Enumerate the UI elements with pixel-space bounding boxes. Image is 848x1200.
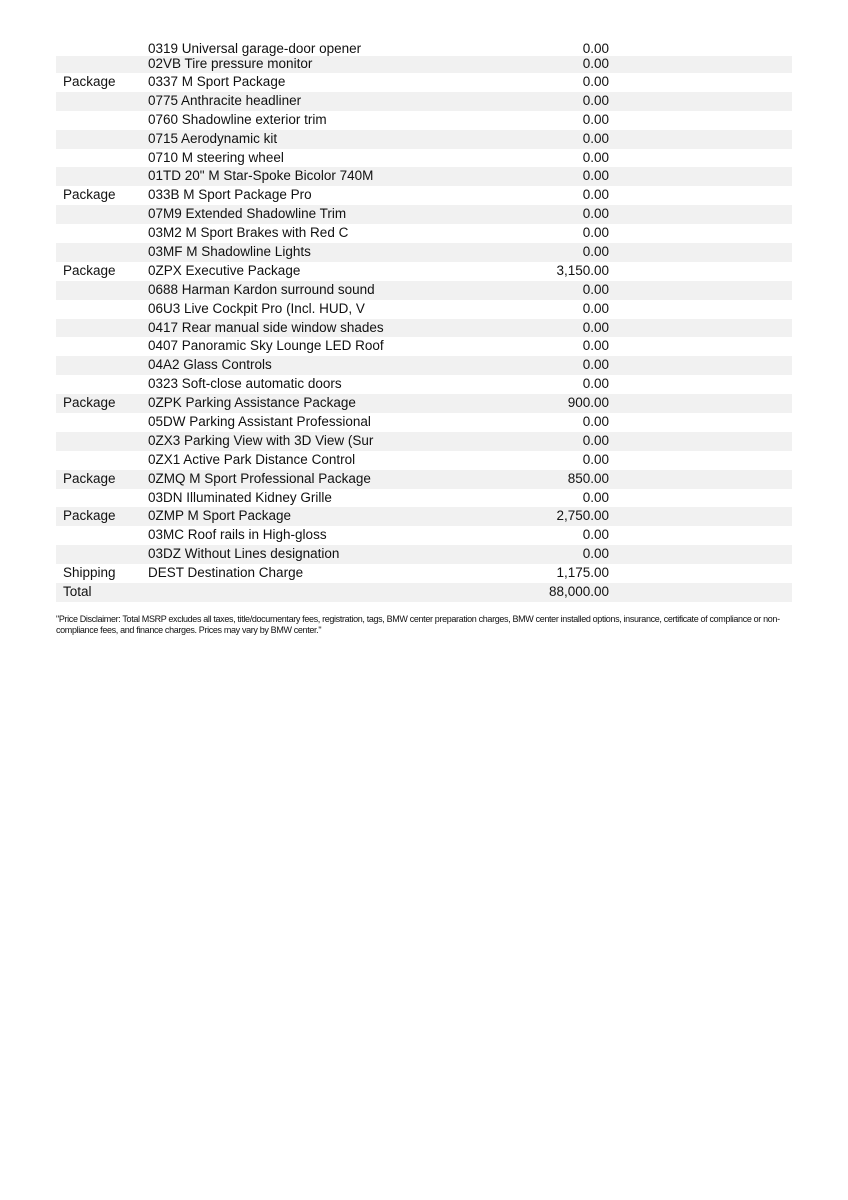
table-row: Package 033B M Sport Package Pro 0.00 [56,186,792,205]
row-amount: 0.00 [582,168,609,184]
row-amount: 0.00 [582,206,609,222]
row-description: 03DN Illuminated Kidney Grille [148,489,332,505]
row-amount: 2,750.00 [556,508,609,524]
table-row: 03DZ Without Lines designation 0.00 [56,545,792,565]
row-description: 0688 Harman Kardon surround sound [148,281,375,297]
row-description: 03MC Roof rails in High-gloss [148,527,327,543]
table-row: 0319 Universal garage-door opener 0.00 [56,39,792,56]
table-row: 0417 Rear manual side window shades 0.00 [56,318,792,338]
row-description: 0417 Rear manual side window shades [148,319,384,335]
row-amount: 0.00 [582,527,609,543]
row-amount: 0.00 [582,56,609,71]
table-row: 06U3 Live Cockpit Pro (Incl. HUD, V 0.00 [56,300,792,319]
row-amount: 1,175.00 [556,565,609,581]
table-row: 03MC Roof rails in High-gloss 0.00 [56,526,792,545]
row-amount: 0.00 [582,489,609,505]
row-description: 03DZ Without Lines designation [148,546,340,562]
table-row: 0760 Shadowline exterior trim 0.00 [56,111,792,130]
table-row: Package 0ZPX Executive Package 3,150.00 [56,262,792,281]
row-description: 0ZX1 Active Park Distance Control [148,451,356,467]
row-description: 02VB Tire pressure monitor [148,56,313,71]
row-description: 03M2 M Sport Brakes with Red C [148,225,349,241]
table-row: 0407 Panoramic Sky Lounge LED Roof 0.00 [56,337,792,356]
row-category: Total [63,584,92,600]
row-amount: 0.00 [582,414,609,430]
table-row: 0710 M steering wheel 0.00 [56,149,792,168]
row-category: Package [63,395,116,411]
row-category: Package [63,262,116,278]
row-amount: 850.00 [567,470,609,486]
table-row: 01TD 20" M Star-Spoke Bicolor 740M 0.00 [56,167,792,187]
row-amount: 0.00 [582,41,609,56]
row-amount: 0.00 [582,338,609,354]
row-description: 01TD 20" M Star-Spoke Bicolor 740M [148,168,374,184]
row-amount: 0.00 [582,149,609,165]
row-amount: 0.00 [582,111,609,127]
table-row: 0323 Soft-close automatic doors 0.00 [56,375,792,394]
table-row: Package 0ZPK Parking Assistance Package 90… [56,394,792,414]
row-amount: 900.00 [567,395,609,411]
table-row: 03MF M Shadowline Lights 0.00 [56,243,792,262]
table-row: 03DN Illuminated Kidney Grille 0.00 [56,489,792,508]
table-row: 0688 Harman Kardon surround sound 0.00 [56,280,792,300]
row-description: 0775 Anthracite headliner [148,92,302,108]
row-amount: 0.00 [582,92,609,108]
table-row: 07M9 Extended Shadowline Trim 0.00 [56,205,792,225]
row-amount: 88,000.00 [548,584,609,600]
row-amount: 0.00 [582,432,609,448]
table-row: Package 0337 M Sport Package 0.00 [56,73,792,92]
row-description: 07M9 Extended Shadowline Trim [148,206,347,222]
row-description: 033B M Sport Package Pro [148,187,312,203]
row-description: 0337 M Sport Package [148,74,286,89]
row-description: 0760 Shadowline exterior trim [148,111,327,127]
row-description: 0ZPX Executive Package [148,262,301,278]
row-category: Package [63,74,116,89]
row-amount: 0.00 [582,451,609,467]
table-row: Package 0ZMP M Sport Package 2,750.00 [56,507,792,527]
row-amount: 0.00 [582,187,609,203]
table-row: 0ZX3 Parking View with 3D View (Sur 0.00 [56,431,792,451]
row-amount: 0.00 [582,319,609,335]
row-amount: 3,150.00 [556,262,609,278]
row-description: 05DW Parking Assistant Professional [148,414,371,430]
total-row: Total 88,000.00 [56,583,792,602]
row-amount: 0.00 [582,546,609,562]
row-category: Package [63,470,116,486]
table-row: 04A2 Glass Controls 0.00 [56,356,792,376]
table-row: Package 0ZMQ M Sport Professional Package… [56,469,792,489]
row-description: 0319 Universal garage-door opener [148,41,362,56]
row-amount: 0.00 [582,244,609,260]
table-row: 0ZX1 Active Park Distance Control 0.00 [56,451,792,470]
row-description: 03MF M Shadowline Lights [148,244,311,260]
row-category: Shipping [63,565,116,581]
row-description: 0323 Soft-close automatic doors [148,376,342,392]
row-description: 0407 Panoramic Sky Lounge LED Roof [148,338,384,354]
table-row: 0775 Anthracite headliner 0.00 [56,91,792,111]
row-amount: 0.00 [582,300,609,316]
row-description: 06U3 Live Cockpit Pro (Incl. HUD, V [148,300,365,316]
row-amount: 0.00 [582,130,609,146]
row-description: 04A2 Glass Controls [148,357,272,373]
table-row: 03M2 M Sport Brakes with Red C 0.00 [56,224,792,243]
row-description: 0ZX3 Parking View with 3D View (Sur [148,432,374,448]
price-table: 0319 Universal garage-door opener 0.00 02V… [56,39,792,602]
row-description: 0ZMP M Sport Package [148,508,292,524]
price-disclaimer: "Price Disclaimer: Total MSRP excludes a… [56,614,780,635]
row-description: DEST Destination Charge [148,565,304,581]
table-row: 05DW Parking Assistant Professional 0.00 [56,413,792,432]
row-amount: 0.00 [582,281,609,297]
table-row: 02VB Tire pressure monitor 0.00 [56,56,792,73]
row-description: 0715 Aerodynamic kit [148,130,278,146]
row-category: Package [63,187,116,203]
row-description: 0710 M steering wheel [148,149,284,165]
row-category: Package [63,508,116,524]
row-description: 0ZMQ M Sport Professional Package [148,470,371,486]
table-row: Shipping DEST Destination Charge 1,175.00 [56,564,792,583]
row-description: 0ZPK Parking Assistance Package [148,395,356,411]
row-amount: 0.00 [582,357,609,373]
row-amount: 0.00 [582,74,609,89]
row-amount: 0.00 [582,376,609,392]
row-amount: 0.00 [582,225,609,241]
table-row: 0715 Aerodynamic kit 0.00 [56,129,792,149]
